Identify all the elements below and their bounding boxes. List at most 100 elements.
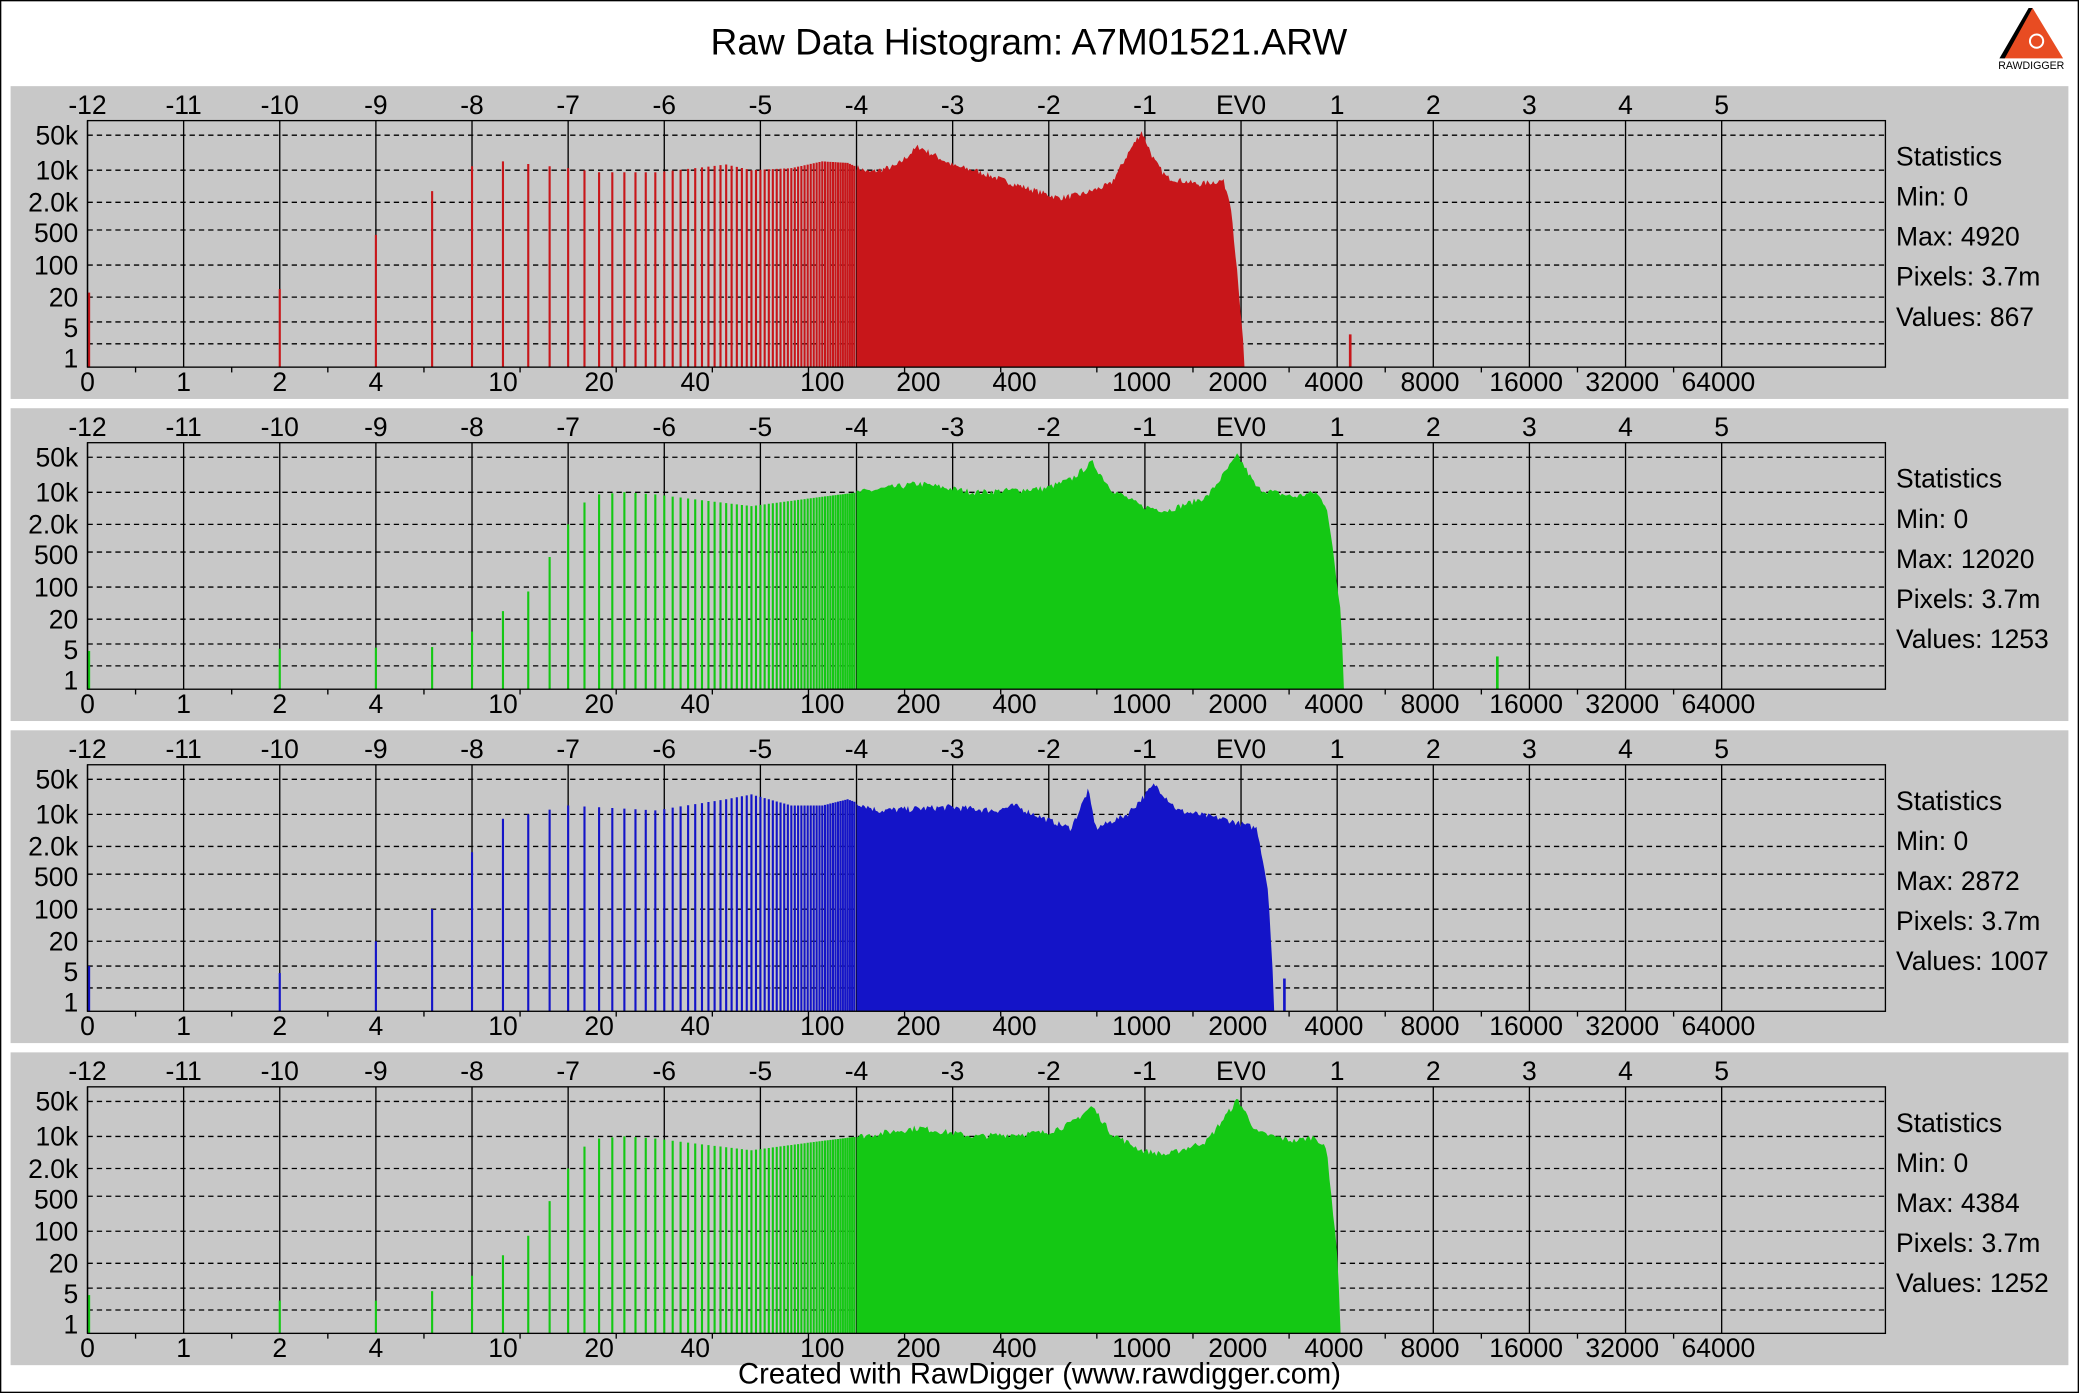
count-tick-label: 10k	[35, 478, 78, 508]
value-tick-label: 4000	[1304, 367, 1363, 397]
ev-tick-label: -4	[845, 412, 869, 442]
value-tick-label: 10	[488, 367, 517, 397]
value-tick-label: 0	[80, 1011, 95, 1041]
count-tick-label: 2.0k	[28, 188, 79, 218]
ev-tick-label: -10	[261, 90, 299, 120]
count-tick-label: 20	[49, 927, 78, 957]
value-tick-label: 4000	[1304, 1333, 1363, 1363]
value-tick-label: 10	[488, 689, 517, 719]
ev-tick-label: -1	[1133, 90, 1157, 120]
value-tick-label: 40	[680, 1333, 709, 1363]
ev-tick-label: -2	[1037, 90, 1061, 120]
ev-tick-label: 5	[1714, 90, 1729, 120]
histogram-area	[856, 131, 1245, 368]
value-tick-label: 64000	[1682, 367, 1756, 397]
count-tick-label: 100	[34, 1217, 78, 1247]
value-tick-label: 16000	[1489, 367, 1563, 397]
value-tick-label: 40	[680, 689, 709, 719]
ev-tick-label: -10	[261, 734, 299, 764]
value-tick-label: 2	[272, 367, 287, 397]
value-tick-label: 10	[488, 1333, 517, 1363]
statistics-min: Min: 0	[1896, 826, 1968, 856]
count-tick-label: 100	[34, 894, 78, 924]
rawdigger-logo: RAWDIGGER	[1998, 7, 2065, 72]
ev-tick-label: EV0	[1216, 90, 1266, 120]
count-tick-label: 5	[63, 635, 78, 665]
statistics-heading: Statistics	[1896, 142, 2002, 172]
value-tick-label: 2000	[1208, 689, 1267, 719]
value-tick-label: 16000	[1489, 1333, 1563, 1363]
ev-tick-label: -8	[460, 90, 484, 120]
count-tick-label: 1	[63, 988, 78, 1018]
count-tick-label: 5	[63, 957, 78, 987]
statistics-heading: Statistics	[1896, 786, 2002, 816]
histogram-area	[856, 783, 1275, 1012]
value-tick-label: 4	[369, 689, 384, 719]
ev-tick-label: -5	[749, 1056, 773, 1086]
ev-tick-label: -8	[460, 412, 484, 442]
ev-tick-label: 2	[1426, 1056, 1441, 1086]
ev-tick-label: -6	[652, 90, 676, 120]
value-tick-label: 400	[992, 1011, 1036, 1041]
value-tick-label: 100	[800, 367, 844, 397]
ev-tick-label: -11	[165, 90, 201, 120]
ev-tick-label: -4	[845, 734, 869, 764]
value-tick-label: 2000	[1208, 1333, 1267, 1363]
count-tick-label: 500	[34, 218, 78, 248]
value-tick-label: 20	[584, 367, 613, 397]
ev-tick-label: -7	[556, 90, 580, 120]
value-tick-label: 4000	[1304, 689, 1363, 719]
count-tick-label: 10k	[35, 800, 78, 830]
value-tick-label: 32000	[1585, 1011, 1659, 1041]
count-tick-label: 2.0k	[28, 832, 79, 862]
statistics-pixels: Pixels: 3.7m	[1896, 584, 2040, 614]
value-tick-label: 4	[369, 1333, 384, 1363]
plot-frame	[86, 119, 1887, 368]
ev-tick-label: -7	[556, 1056, 580, 1086]
ev-tick-label: 5	[1714, 412, 1729, 442]
count-tick-label: 1	[63, 343, 78, 373]
value-tick-label: 16000	[1489, 1011, 1563, 1041]
statistics-max: Max: 12020	[1896, 544, 2035, 574]
ev-tick-label: EV0	[1216, 1056, 1266, 1086]
count-tick-label: 5	[63, 313, 78, 343]
value-tick-label: 8000	[1401, 689, 1460, 719]
value-tick-label: 1	[176, 1333, 191, 1363]
statistics-values: Values: 1253	[1896, 624, 2049, 654]
ev-tick-label: -1	[1133, 734, 1157, 764]
value-tick-label: 1	[176, 1011, 191, 1041]
ev-tick-label: 1	[1330, 1056, 1345, 1086]
value-tick-label: 32000	[1585, 367, 1659, 397]
statistics-heading: Statistics	[1896, 464, 2002, 494]
footer-credit: Created with RawDigger (www.rawdigger.co…	[738, 1359, 1341, 1391]
ev-tick-label: -2	[1037, 412, 1061, 442]
value-tick-label: 20	[584, 1011, 613, 1041]
value-tick-label: 32000	[1585, 1333, 1659, 1363]
plot-frame	[86, 1086, 1887, 1335]
count-tick-label: 20	[49, 282, 78, 312]
value-tick-label: 1000	[1112, 1333, 1171, 1363]
ev-tick-label: -9	[364, 412, 388, 442]
value-tick-label: 1000	[1112, 1011, 1171, 1041]
value-tick-label: 40	[680, 367, 709, 397]
count-tick-label: 50k	[35, 765, 78, 795]
value-tick-label: 8000	[1401, 367, 1460, 397]
plot-frame	[86, 442, 1887, 690]
ev-tick-label: -11	[165, 734, 201, 764]
value-tick-label: 400	[992, 367, 1036, 397]
ev-tick-label: -4	[845, 1056, 869, 1086]
ev-tick-label: 2	[1426, 90, 1441, 120]
ev-tick-label: -5	[749, 734, 773, 764]
value-tick-label: 400	[992, 689, 1036, 719]
histogram-panel-b: -12 -11 -10 -9 -8 -7 -6 -5 -4 -3 -2 -1 EV0 1 2 3 4 550k10…	[10, 730, 2069, 1044]
statistics-values: Values: 1252	[1896, 1268, 2049, 1298]
ev-tick-label: 1	[1330, 734, 1345, 764]
value-tick-label: 200	[896, 1333, 940, 1363]
ev-tick-label: 1	[1330, 90, 1345, 120]
ev-tick-label: 2	[1426, 412, 1441, 442]
ev-tick-label: -3	[941, 734, 965, 764]
plot-frame	[86, 764, 1887, 1012]
count-tick-label: 500	[34, 540, 78, 570]
statistics-pixels: Pixels: 3.7m	[1896, 1228, 2040, 1258]
